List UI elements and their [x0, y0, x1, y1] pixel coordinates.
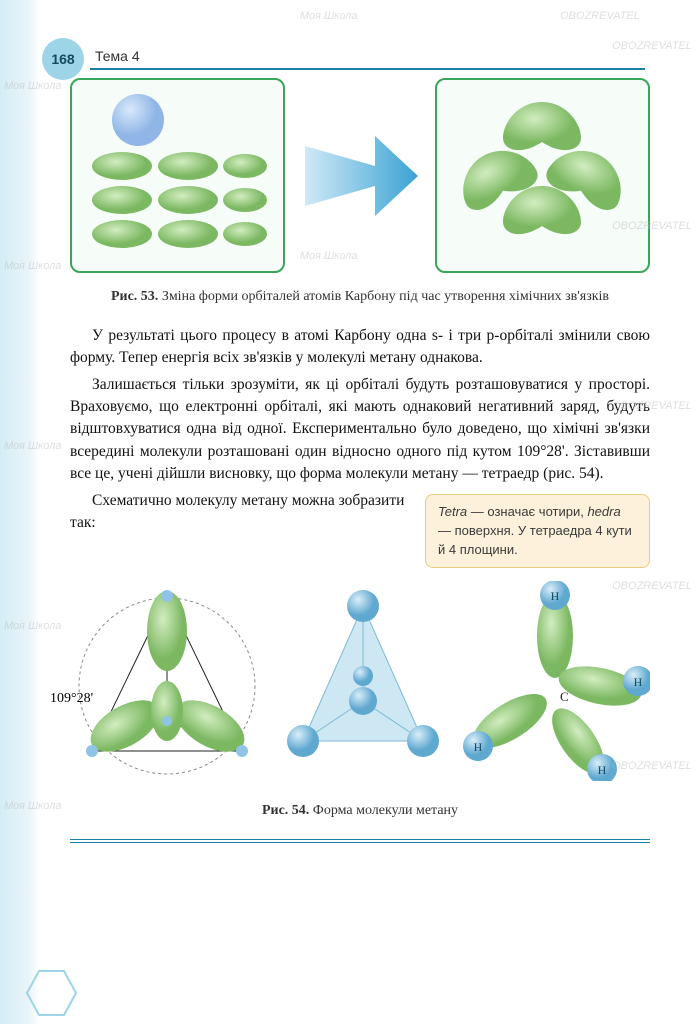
orbitals-after-icon	[445, 88, 640, 263]
watermark: OBOZREVATEL	[612, 40, 692, 52]
fig54-tetra-orbitals: 109°28'	[70, 576, 265, 791]
fig54-caption-label: Рис. 54.	[262, 803, 309, 818]
fig53-arrow	[300, 131, 420, 221]
methane-lobe-icon: H H H H C	[460, 581, 650, 781]
fig53-row	[70, 78, 650, 273]
page-number: 168	[51, 51, 74, 67]
fig53-right-box	[435, 78, 650, 273]
watermark: OBOZREVATEL	[560, 10, 640, 22]
h-label-4: H	[598, 763, 607, 777]
left-stripe	[0, 0, 40, 1024]
fig53-left-box	[70, 78, 285, 273]
h-label-3: H	[634, 675, 643, 689]
h-label-1: H	[551, 589, 560, 603]
watermark: Моя Школа	[300, 10, 358, 22]
c-label: C	[560, 689, 569, 704]
etymology-info-box: Tetra — означає чотири, hedra — поверхня…	[425, 494, 650, 569]
h-label-2: H	[474, 740, 483, 754]
arrow-icon	[300, 131, 420, 221]
page-content: Рис. 53. Зміна форми орбіталей атомів Ка…	[70, 78, 650, 843]
topic-label: Тема 4	[95, 48, 140, 64]
fig54-ch4-lobes: H H H H C	[460, 581, 650, 786]
fig53-caption: Рис. 53. Зміна форми орбіталей атомів Ка…	[70, 287, 650, 307]
fig53-caption-label: Рис. 53.	[111, 289, 158, 304]
page-number-badge: 168	[42, 38, 84, 80]
paragraph-1: У результаті цього процесу в атомі Карбо…	[70, 325, 650, 370]
angle-label: 109°28'	[50, 691, 93, 707]
fig54-caption-text: Форма молекули метану	[313, 803, 458, 818]
paragraph-2: Залишається тільки зрозуміти, як ці орбі…	[70, 374, 650, 486]
fig54-row: 109°28'	[70, 576, 650, 791]
fig54-tetra-balls	[283, 581, 443, 786]
header-rule	[90, 68, 645, 70]
tetrahedron-ball-icon	[283, 581, 443, 781]
fig54-caption: Рис. 54. Форма молекули метану	[70, 801, 650, 821]
orbitals-before-icon	[80, 88, 275, 263]
fig53-caption-text: Зміна форми орбіталей атомів Карбону під…	[162, 289, 609, 304]
footer-rule	[70, 839, 650, 843]
tetrahedron-orbital-icon	[70, 576, 265, 786]
hexagon-deco-icon	[24, 968, 84, 1018]
